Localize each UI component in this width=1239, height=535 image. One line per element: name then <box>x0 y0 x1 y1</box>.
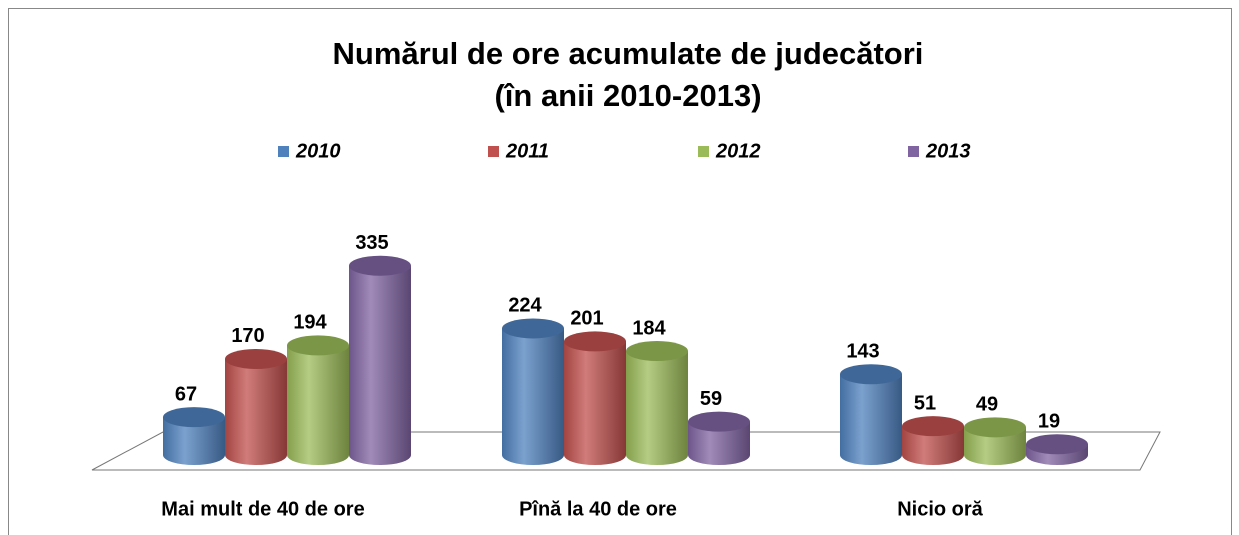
x-tick-label: Pînă la 40 de ore <box>519 498 677 520</box>
cylinder-top <box>1026 434 1088 455</box>
data-label: 224 <box>508 295 542 317</box>
cylinder <box>163 417 225 465</box>
cylinder <box>902 426 964 465</box>
legend-swatch <box>908 146 919 157</box>
x-tick-label: Mai mult de 40 de ore <box>161 498 364 520</box>
cylinder-top <box>688 411 750 432</box>
cylinder-top <box>840 364 902 385</box>
data-label: 51 <box>914 392 936 414</box>
cylinder-top <box>564 331 626 352</box>
legend-swatch <box>698 146 709 157</box>
legend-label: 2011 <box>505 140 549 162</box>
chart-subtitle: (în anii 2010-2013) <box>494 78 761 113</box>
cylinder-top <box>626 341 688 362</box>
cylinder-top <box>225 348 287 369</box>
data-label: 143 <box>846 340 879 362</box>
cylinder <box>564 341 626 465</box>
cylinder <box>225 358 287 465</box>
data-label: 170 <box>231 325 264 347</box>
cylinder-top <box>964 417 1026 438</box>
cylinder-top <box>287 335 349 356</box>
data-label: 49 <box>976 394 998 416</box>
cylinder-top <box>502 318 564 339</box>
legend-label: 2012 <box>715 140 761 162</box>
cylinder-top <box>163 407 225 428</box>
cylinder <box>349 265 411 465</box>
data-label: 194 <box>293 312 327 334</box>
cylinder-top <box>349 255 411 276</box>
cylinder <box>626 351 688 465</box>
data-label: 201 <box>570 308 603 330</box>
legend-swatch <box>488 146 499 157</box>
legend-label: 2010 <box>295 140 341 162</box>
cylinder <box>964 427 1026 465</box>
cylinder <box>502 328 564 465</box>
legend-label: 2013 <box>925 140 971 162</box>
chart-title: Numărul de ore acumulate de judecători <box>333 36 924 71</box>
cylinder <box>688 421 750 465</box>
cylinder-top <box>902 416 964 437</box>
data-label: 67 <box>175 383 197 405</box>
legend-swatch <box>278 146 289 157</box>
data-label: 184 <box>632 317 666 339</box>
data-label: 59 <box>700 388 722 410</box>
chart-border <box>8 8 1232 535</box>
cylinder <box>287 345 349 465</box>
data-label: 19 <box>1038 411 1060 433</box>
x-tick-label: Nicio oră <box>897 498 983 520</box>
cylinder <box>840 374 902 465</box>
data-label: 335 <box>355 232 388 254</box>
